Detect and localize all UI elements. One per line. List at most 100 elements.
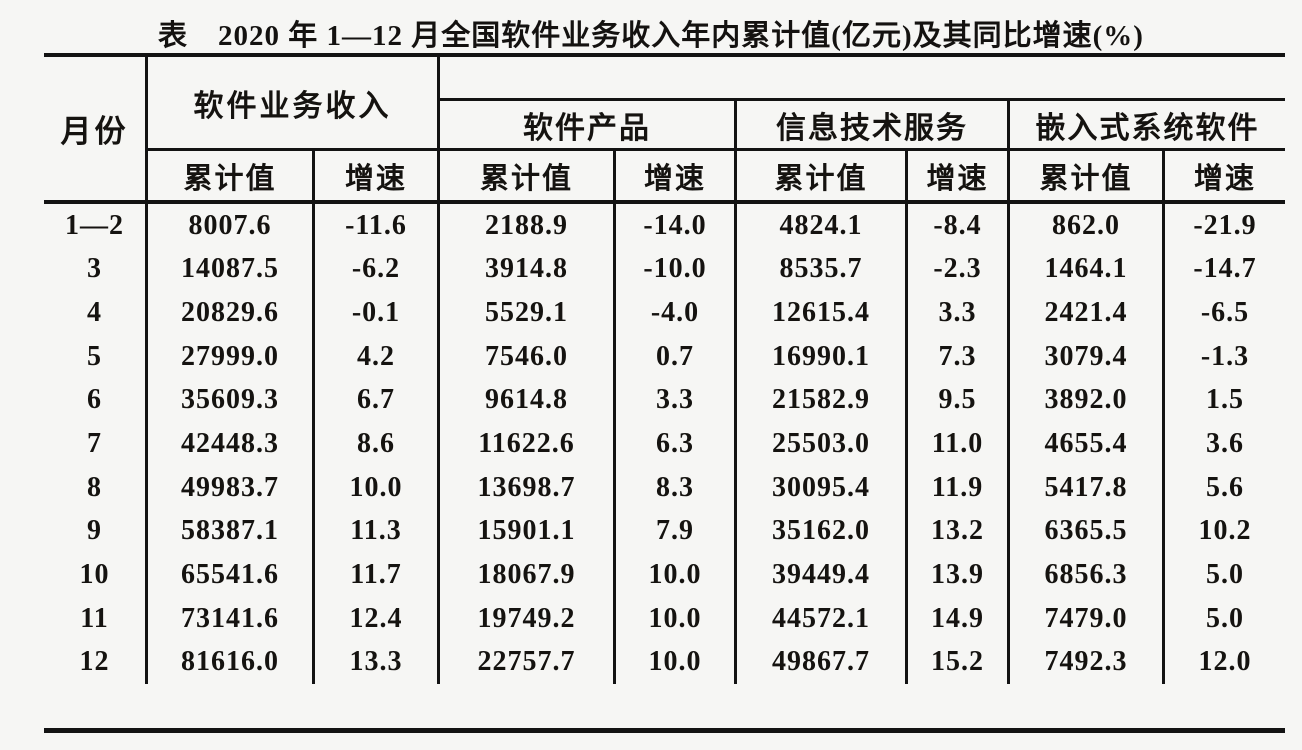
- group-header-box: 信息技术服务: [737, 98, 1010, 148]
- value-cell: -2.3: [908, 247, 1010, 292]
- value-cell: 4655.4: [1010, 422, 1165, 466]
- subheader-growth: 增速: [908, 151, 1010, 204]
- month-cell: 11: [44, 596, 148, 641]
- page-title: 表 2020 年 1—12 月全国软件业务收入年内累计值(亿元)及其同比增速(%…: [158, 20, 1144, 52]
- value-cell: 4824.1: [737, 204, 908, 248]
- value-cell: 21582.9: [737, 378, 908, 423]
- value-cell: 15.2: [908, 640, 1010, 685]
- month-cell: 5: [44, 334, 148, 379]
- value-cell: 49867.7: [737, 640, 908, 685]
- subheader-growth: 增速: [315, 151, 440, 204]
- group-header-embedded-system-software: 嵌入式系统软件: [1010, 57, 1285, 151]
- value-cell: 12.4: [315, 596, 440, 641]
- group-header-box: 嵌入式系统软件: [1010, 98, 1285, 148]
- value-cell: 862.0: [1010, 204, 1165, 248]
- value-cell: 73141.6: [148, 596, 315, 641]
- value-cell: 10.0: [616, 596, 737, 641]
- value-cell: 30095.4: [737, 465, 908, 510]
- value-cell: -1.3: [1200, 340, 1250, 372]
- value-cell: 6.7: [315, 378, 440, 423]
- value-cell: 9.5: [908, 378, 1010, 423]
- subheader-cumulative: 累计值: [148, 151, 315, 204]
- month-cell: 9: [44, 509, 148, 554]
- value-cell: 7.3: [908, 334, 1010, 379]
- group-header-box: 软件产品: [440, 98, 737, 148]
- value-cell: 49983.7: [148, 465, 315, 510]
- value-cell: 7.9: [616, 509, 737, 554]
- subheader-growth: 增速: [1165, 151, 1285, 204]
- subheader-cumulative: 累计值: [1010, 151, 1165, 204]
- value-cell: 5417.8: [1010, 465, 1165, 510]
- value-cell: 6856.3: [1010, 553, 1165, 597]
- value-cell: 11.0: [908, 422, 1010, 466]
- value-cell: 22757.7: [440, 640, 616, 685]
- value-cell: 18067.9: [440, 553, 616, 597]
- group-header-software-products: 软件产品: [440, 57, 737, 151]
- value-cell: 81616.0: [148, 640, 315, 685]
- value-cell: 10.0: [616, 553, 737, 597]
- value-cell: 8.3: [616, 465, 737, 510]
- value-cell: 6365.5: [1010, 509, 1165, 554]
- value-cell: 3892.0: [1010, 378, 1165, 423]
- value-cell: 7492.3: [1010, 640, 1165, 685]
- subheader-cumulative: 累计值: [737, 151, 908, 204]
- value-cell: 8.6: [315, 422, 440, 466]
- value-cell: 8007.6: [148, 204, 315, 248]
- value-cell: 10.0: [315, 465, 440, 510]
- value-cell: 12.0: [1198, 646, 1252, 678]
- value-cell: 7479.0: [1010, 596, 1165, 641]
- value-cell: 9614.8: [440, 378, 616, 423]
- value-cell: 16990.1: [737, 334, 908, 379]
- value-cell: 3.3: [616, 378, 737, 423]
- value-cell: -21.9: [1193, 209, 1257, 241]
- month-column-header: 月份: [44, 57, 148, 204]
- group-header-software-business-revenue: 软件业务收入: [148, 57, 440, 151]
- value-cell: 7546.0: [440, 334, 616, 379]
- value-cell: 2188.9: [440, 204, 616, 248]
- value-cell: 39449.4: [737, 553, 908, 597]
- value-cell: -0.1: [315, 291, 440, 335]
- value-cell: 11.7: [315, 553, 440, 597]
- month-cell: 4: [44, 291, 148, 335]
- data-table: 月份 软件业务收入 软件产品 信息技术服务 嵌入式系统软件 累计值 增速 累计值…: [44, 53, 1285, 733]
- value-cell: 4.2: [315, 334, 440, 379]
- subheader-growth: 增速: [616, 151, 737, 204]
- value-cell: 3.6: [1206, 428, 1244, 460]
- value-cell: 0.7: [616, 334, 737, 379]
- value-cell: 42448.3: [148, 422, 315, 466]
- value-cell: 11.3: [315, 509, 440, 554]
- value-cell: -8.4: [908, 204, 1010, 248]
- value-cell: 3079.4: [1010, 334, 1165, 379]
- value-cell: 65541.6: [148, 553, 315, 597]
- value-cell: 25503.0: [737, 422, 908, 466]
- value-cell: 1.5: [1206, 384, 1244, 416]
- value-cell: 13.3: [315, 640, 440, 685]
- value-cell: 19749.2: [440, 596, 616, 641]
- value-cell: 14.9: [908, 596, 1010, 641]
- value-cell: 58387.1: [148, 509, 315, 554]
- value-cell: 3.3: [908, 291, 1010, 335]
- subheader-cumulative: 累计值: [440, 151, 616, 204]
- value-cell: 11.9: [908, 465, 1010, 510]
- value-cell: 5.0: [1206, 602, 1244, 634]
- value-cell: -14.7: [1193, 253, 1257, 285]
- value-cell: 10.0: [616, 640, 737, 685]
- value-cell: 13.9: [908, 553, 1010, 597]
- month-cell: 12: [44, 640, 148, 685]
- value-cell: -6.2: [315, 247, 440, 292]
- value-cell: 15901.1: [440, 509, 616, 554]
- value-cell: 12615.4: [737, 291, 908, 335]
- value-cell: 5529.1: [440, 291, 616, 335]
- value-cell: 11622.6: [440, 422, 616, 466]
- value-cell: 6.3: [616, 422, 737, 466]
- value-cell: 10.2: [1198, 515, 1252, 547]
- value-cell: -4.0: [616, 291, 737, 335]
- month-cell: 8: [44, 465, 148, 510]
- value-cell: 2421.4: [1010, 291, 1165, 335]
- month-cell: 10: [44, 553, 148, 597]
- value-cell: 20829.6: [148, 291, 315, 335]
- value-cell: 14087.5: [148, 247, 315, 292]
- value-cell: 35162.0: [737, 509, 908, 554]
- value-cell: -10.0: [616, 247, 737, 292]
